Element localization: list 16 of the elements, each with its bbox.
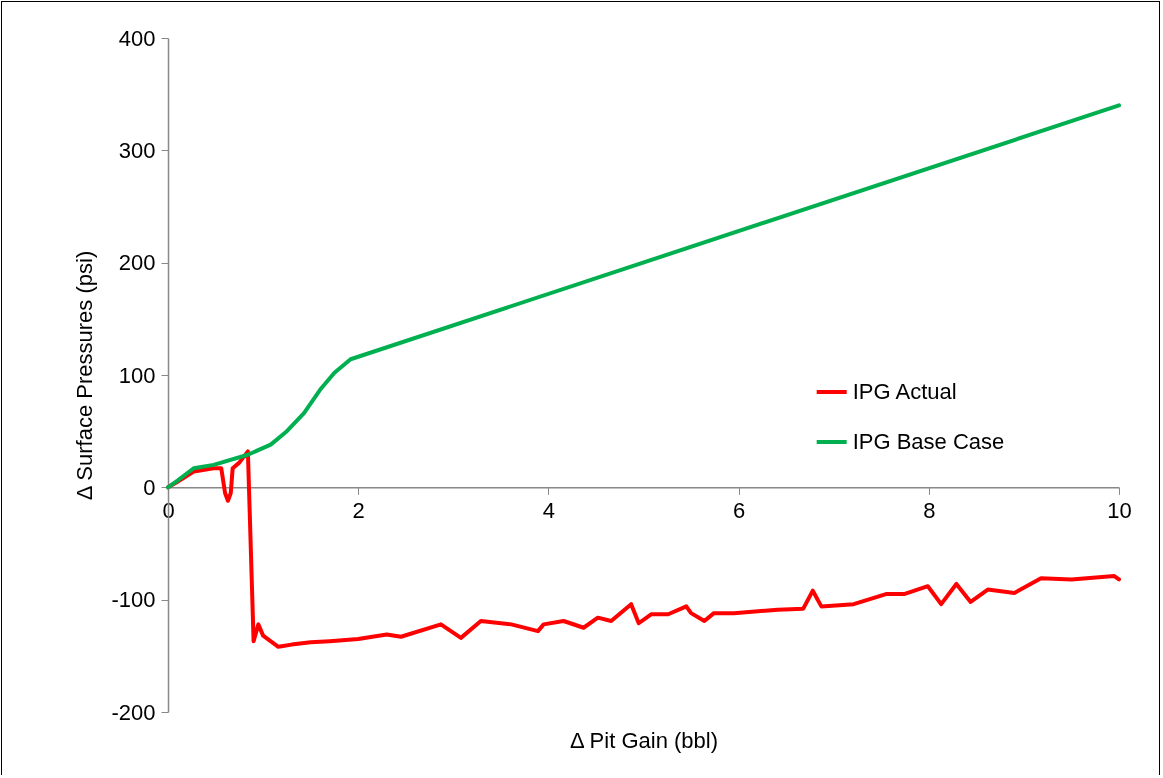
- x-tick-label: 10: [1107, 497, 1132, 523]
- legend-label: IPG Base Case: [852, 429, 1005, 454]
- y-axis-title: Δ Surface Pressures (psi): [72, 250, 98, 501]
- x-tick-label: 8: [923, 497, 936, 523]
- y-tick-label: 100: [118, 362, 156, 388]
- y-tick-label: 300: [118, 137, 156, 163]
- x-axis-title: Δ Pit Gain (bbl): [570, 727, 718, 753]
- y-tick-label: 200: [118, 250, 156, 276]
- x-tick-label: 2: [352, 497, 365, 523]
- y-tick-label: -200: [111, 699, 156, 725]
- y-tick-label: -100: [111, 587, 156, 613]
- y-tick-label: 400: [118, 25, 156, 51]
- legend-label: IPG Actual: [852, 379, 957, 404]
- y-tick-label: 0: [143, 474, 156, 500]
- x-tick-label: 6: [732, 497, 746, 523]
- x-tick-label: 4: [542, 497, 556, 523]
